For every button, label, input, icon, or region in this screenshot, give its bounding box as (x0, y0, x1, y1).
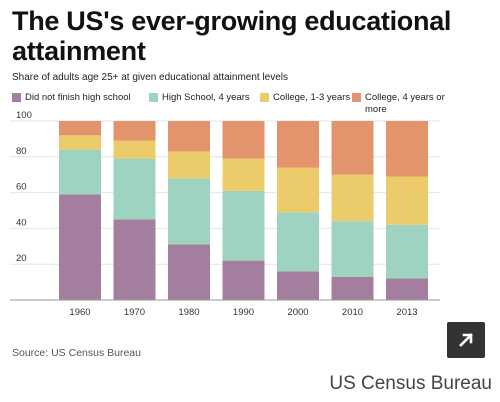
y-tick-label: 60 (16, 182, 27, 193)
bar-segment (331, 121, 374, 175)
legend-item-college-4-plus: College, 4 years or more (352, 92, 462, 116)
legend-label: College, 1-3 years (273, 92, 351, 103)
bar-segment (168, 121, 210, 152)
bar-segment (386, 224, 428, 279)
y-tick-label: 80 (16, 146, 27, 157)
y-tick-label: 40 (16, 217, 27, 228)
y-tick-label: 100 (16, 110, 32, 121)
bar-segment (277, 212, 319, 272)
x-tick-label: 2000 (287, 307, 308, 318)
bar-segment (222, 260, 265, 300)
image-credit: US Census Bureau (329, 373, 492, 394)
legend-label: Did not finish high school (25, 92, 131, 103)
legend-swatch (260, 93, 269, 102)
bar-segment (168, 178, 210, 245)
bar-segment (59, 135, 101, 150)
x-tick-label: 1970 (124, 307, 145, 318)
legend-item-high-school: High School, 4 years (149, 92, 250, 104)
bar-segment (59, 121, 101, 136)
source-note: Source: US Census Bureau (12, 347, 141, 359)
chart-subtitle: Share of adults age 25+ at given educati… (12, 72, 289, 83)
bar-segment (168, 244, 210, 300)
bar-segment (222, 158, 265, 191)
bar-segment (168, 151, 210, 179)
bar-segment (59, 194, 101, 300)
x-tick-label: 1960 (69, 307, 90, 318)
expand-arrow-icon (459, 333, 473, 347)
bar-segment (386, 278, 428, 300)
bar-segment (277, 121, 319, 168)
bar-segment (113, 140, 156, 159)
bar-segment (331, 221, 374, 277)
x-tick-label: 2013 (396, 307, 417, 318)
x-tick-label: 1990 (233, 307, 254, 318)
bar-segment (386, 121, 428, 177)
legend-item-college-1-3: College, 1-3 years (260, 92, 350, 104)
x-tick-label: 2010 (342, 307, 363, 318)
bar-segment (277, 167, 319, 213)
legend-label: College, 4 years or more (365, 92, 445, 115)
bar-segment (113, 121, 156, 141)
bar-segment (222, 190, 265, 261)
bar-segment (331, 174, 374, 222)
bar-segment (113, 158, 156, 220)
legend-label: High School, 4 years (162, 92, 250, 103)
bar-segment (59, 149, 101, 195)
bar-segment (222, 121, 265, 159)
chart-title: The US's ever-growing educational attain… (12, 6, 452, 66)
legend-swatch (352, 93, 361, 102)
x-tick-label: 1980 (178, 307, 199, 318)
legend-swatch (12, 93, 21, 102)
bar-segment (386, 176, 428, 225)
bar-segment (277, 271, 319, 300)
legend-item-did-not-finish: Did not finish high school (12, 92, 131, 104)
expand-button[interactable] (447, 322, 485, 358)
bar-segment (331, 276, 374, 300)
bar-segment (113, 219, 156, 300)
y-tick-label: 20 (16, 253, 27, 264)
legend-swatch (149, 93, 158, 102)
